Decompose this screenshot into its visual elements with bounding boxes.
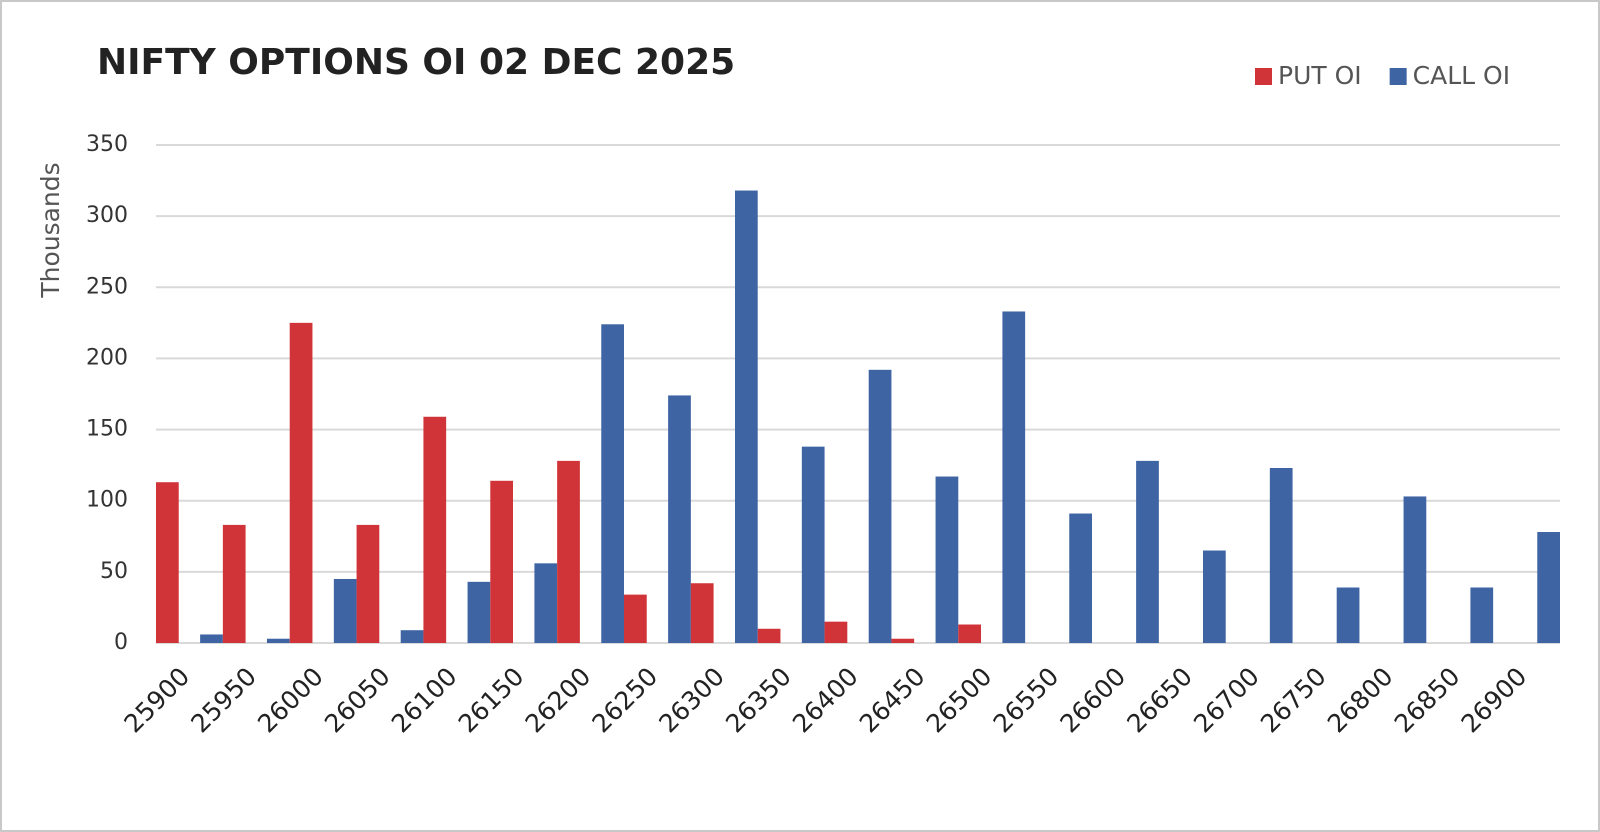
bar [668,395,691,643]
bar [423,416,447,643]
y-tick-label: 0 [114,630,128,655]
legend-swatch [1255,68,1272,85]
y-tick-label: 50 [100,559,128,584]
bar [1470,587,1494,643]
bar [624,594,647,643]
bar [601,324,624,643]
y-tick-label: 200 [86,345,128,370]
bar [824,621,848,643]
bar [467,581,491,643]
legend-swatch [1389,68,1407,85]
bar [557,460,580,643]
bar [891,638,915,643]
y-tick-label: 300 [86,203,128,228]
y-tick-label: 100 [86,488,128,513]
legend-label: PUT OI [1278,61,1362,90]
legend-label: CALL OI [1413,61,1510,90]
bar [690,583,714,643]
bar [266,638,290,643]
bar [734,190,758,643]
bar [356,524,380,643]
bar [1202,550,1226,643]
bar [757,628,781,643]
bar [490,480,514,643]
bar [333,578,357,643]
y-tick-label: 250 [86,274,128,299]
bar [289,322,313,643]
bar [935,476,959,643]
bar [868,369,892,643]
y-tick-label: 150 [86,417,128,442]
y-axis-label: Thousands [36,162,65,298]
bar [801,446,825,643]
bar [1336,587,1360,643]
bar [1403,496,1427,643]
bar [1537,532,1560,643]
chart-title: NIFTY OPTIONS OI 02 DEC 2025 [97,42,735,83]
bar [1069,513,1092,643]
bar [156,482,179,643]
bar [1269,467,1293,643]
y-tick-label: 350 [86,132,128,157]
bar [222,524,246,643]
bar [1136,460,1159,643]
bar [534,563,558,643]
bar [1002,311,1026,643]
bar [200,634,223,643]
bar [958,624,982,643]
bar [400,630,424,643]
